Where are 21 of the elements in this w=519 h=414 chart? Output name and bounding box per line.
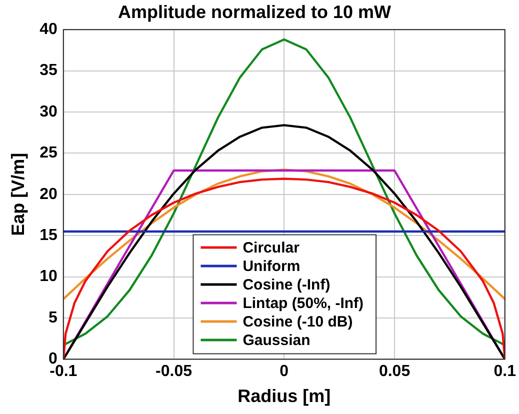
y-axis-title: Eap [V/m] xyxy=(8,152,28,236)
y-tick-label: 10 xyxy=(40,268,58,286)
legend-label: Cosine (-Inf) xyxy=(242,276,330,294)
y-tick-label: 30 xyxy=(40,103,58,120)
x-tick-label: 0.05 xyxy=(378,363,410,380)
x-tick-label: -0.05 xyxy=(156,363,192,380)
legend-label: Lintap (50%, -Inf) xyxy=(242,295,364,312)
legend-label: Uniform xyxy=(242,258,300,276)
x-tick-label: 0.1 xyxy=(494,363,516,380)
x-tick-label: 0 xyxy=(280,363,289,380)
x-axis-title: Radius [m] xyxy=(238,386,331,406)
y-tick-label: 15 xyxy=(40,227,58,244)
y-tick-label: 40 xyxy=(40,21,58,38)
y-tick-label: 5 xyxy=(48,309,58,326)
chart-title: Amplitude normalized to 10 mW xyxy=(118,2,392,22)
y-tick-label: 25 xyxy=(40,144,58,162)
legend-label: Circular xyxy=(242,240,300,257)
legend-label: Gaussian xyxy=(242,332,310,350)
y-tick-label: 35 xyxy=(40,62,58,80)
y-tick-label: 20 xyxy=(40,186,58,203)
legend-label: Cosine (-10 dB) xyxy=(242,314,353,331)
